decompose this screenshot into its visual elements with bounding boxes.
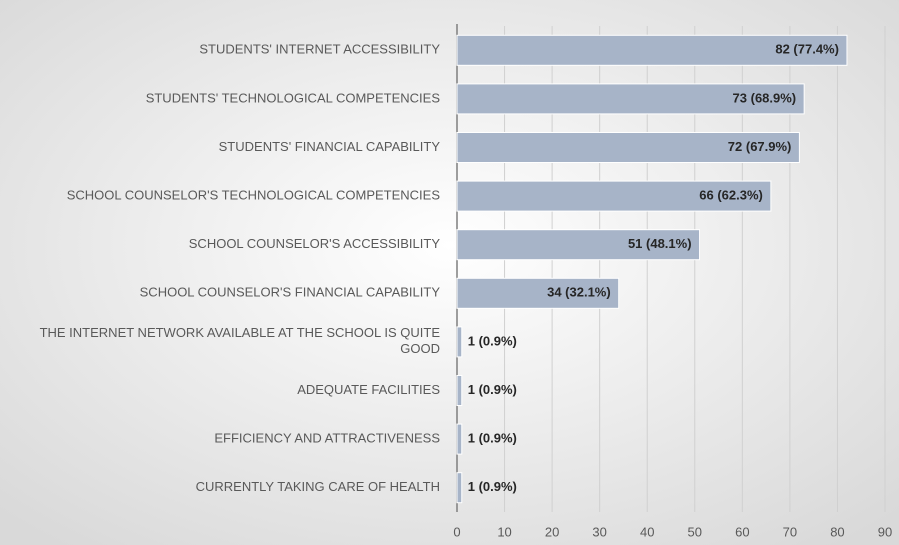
x-tick-label: 50 [688,524,702,539]
value-label: 34 (32.1%) [547,285,611,300]
x-tick-label: 0 [453,524,460,539]
value-label: 82 (77.4%) [775,42,839,57]
x-tick-label: 60 [735,524,749,539]
x-tick-label: 70 [783,524,797,539]
bar [456,34,848,66]
bar [456,132,800,163]
category-label: STUDENTS' INTERNET ACCESSIBILITY [199,42,440,57]
x-tick-label: 90 [878,524,892,539]
bar [456,229,701,261]
category-label: STUDENTS' TECHNOLOGICAL COMPETENCIES [146,90,441,105]
category-label: SCHOOL COUNSELOR'S FINANCIAL CAPABILITY [140,285,441,300]
category-label: CURRENTLY TAKING CARE OF HEALTH [196,479,440,494]
value-label: 1 (0.9%) [468,479,517,494]
bar [456,326,463,358]
bar [456,375,463,406]
category-label: EFFICIENCY AND ATTRACTIVENESS [214,431,440,446]
bar [456,83,805,115]
x-tick-label: 10 [497,524,511,539]
category-label: STUDENTS' FINANCIAL CAPABILITY [219,139,441,154]
category-label: THE INTERNET NETWORK AVAILABLE AT THE SC… [40,325,441,356]
value-label: 51 (48.1%) [628,236,692,251]
value-label: 1 (0.9%) [468,333,517,348]
value-label: 66 (62.3%) [699,188,763,203]
category-label: SCHOOL COUNSELOR'S TECHNOLOGICAL COMPETE… [67,188,441,203]
value-label: 1 (0.9%) [468,431,517,446]
value-label: 73 (68.9%) [733,90,797,105]
x-tick-label: 20 [545,524,559,539]
bar [456,180,772,212]
x-tick-label: 30 [592,524,606,539]
x-tick-label: 40 [640,524,654,539]
bar [456,472,463,504]
value-label: 72 (67.9%) [728,139,792,154]
value-label: 1 (0.9%) [468,382,517,397]
x-tick-label: 80 [830,524,844,539]
category-label: SCHOOL COUNSELOR'S ACCESSIBILITY [189,236,441,251]
bar [456,277,620,309]
category-label: ADEQUATE FACILITIES [297,382,440,397]
bar [456,423,463,455]
